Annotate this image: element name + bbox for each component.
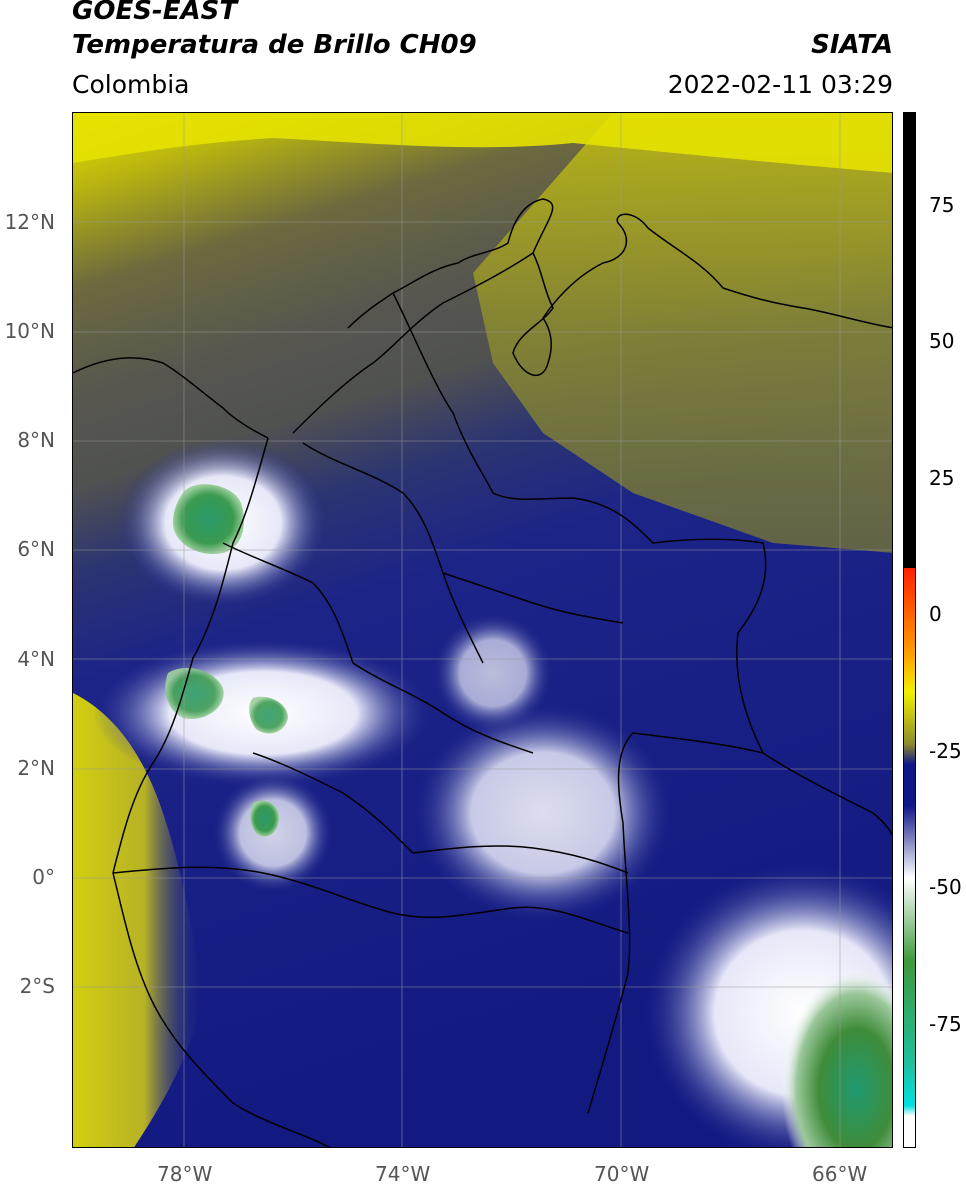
lat-label-10n: 10°N [4,319,55,343]
cold-top-west-2 [249,696,288,734]
storm-white-south-andes [213,773,333,893]
colorbar-label-25: 25 [929,466,955,490]
lat-label-0: 0° [32,865,55,889]
colorbar-label-minus25: -25 [929,739,962,763]
storm-white-center-north [433,613,553,733]
title-line-2: Temperatura de Brillo CH09 [72,30,477,60]
borders [73,198,892,1147]
timestamp-label: 2022-02-11 03:29 [667,70,893,99]
title-line-1: GOES-EAST [72,0,238,26]
cold-top-west-1 [165,668,224,719]
source-label: SIATA [811,30,893,60]
cold-top-north [173,484,244,554]
storm-white-central [413,703,673,923]
colorbar-label-minus75: -75 [929,1012,962,1036]
east-warm-region [473,113,892,553]
lat-label-12n: 12°N [4,210,55,234]
lon-label-78w: 78°W [157,1162,213,1186]
cold-top-southeast [769,949,892,1147]
cold-top-south [250,800,279,837]
lon-label-70w: 70°W [594,1162,650,1186]
colorbar-label-minus50: -50 [929,875,962,899]
colorbar [903,112,916,1148]
colorbar-label-75: 75 [929,193,955,217]
satellite-map [72,112,893,1148]
lat-label-2n: 2°N [17,756,55,780]
colorbar-label-50: 50 [929,329,955,353]
north-yellow-band [73,113,892,173]
colorbar-label-0: 0 [929,602,942,626]
lat-label-6n: 6°N [17,537,55,561]
lon-label-66w: 66°W [812,1162,868,1186]
lon-label-74w: 74°W [375,1162,431,1186]
lat-label-2s: 2°S [19,974,55,998]
lat-label-8n: 8°N [17,428,55,452]
map-canvas [73,113,892,1147]
region-label: Colombia [72,70,190,99]
graticule [73,113,892,1147]
lat-label-4n: 4°N [17,647,55,671]
